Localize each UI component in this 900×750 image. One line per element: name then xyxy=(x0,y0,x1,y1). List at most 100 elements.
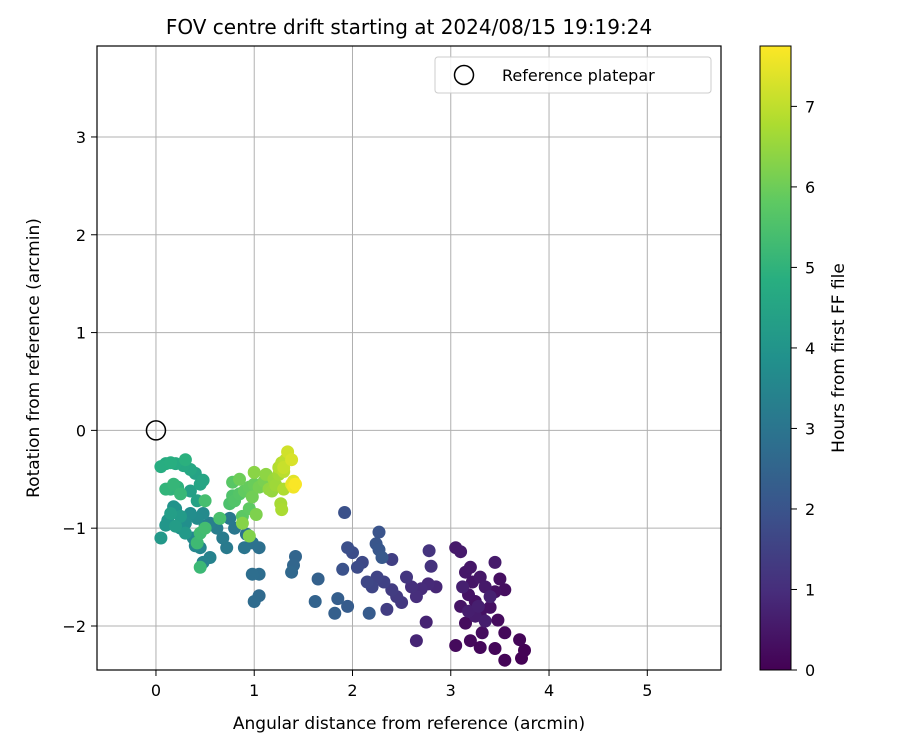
data-point xyxy=(285,565,299,579)
data-point xyxy=(370,570,384,584)
x-tick-label: 2 xyxy=(347,681,357,700)
legend-marker-icon xyxy=(453,64,475,86)
data-point xyxy=(245,567,259,581)
data-point xyxy=(449,639,463,652)
data-point xyxy=(198,494,212,508)
data-point xyxy=(454,545,468,559)
y-tick-label: 2 xyxy=(76,226,86,245)
data-point xyxy=(405,580,418,594)
data-point xyxy=(424,559,438,573)
colorbar-label: Hours from first FF file xyxy=(829,263,849,453)
colorbar-ticks: 0 1 2 3 4 5 6 7 xyxy=(791,97,815,680)
data-point xyxy=(331,592,345,606)
data-point xyxy=(167,477,181,491)
data-point xyxy=(471,599,485,613)
data-point xyxy=(491,613,505,627)
colorbar-tick-label: 2 xyxy=(805,500,815,519)
data-point xyxy=(198,521,212,535)
data-point xyxy=(463,634,477,648)
data-point xyxy=(183,484,197,498)
data-point xyxy=(237,541,251,555)
y-tick-label: −2 xyxy=(62,617,86,636)
data-point xyxy=(289,477,302,491)
data-point xyxy=(409,634,423,648)
y-axis-ticks: −2 −1 0 1 2 3 xyxy=(62,128,97,636)
x-tick-label: 4 xyxy=(544,681,554,700)
data-point xyxy=(483,600,497,614)
colorbar-tick-label: 4 xyxy=(805,339,815,358)
y-tick-label: 0 xyxy=(76,421,86,440)
x-tick-label: 1 xyxy=(249,681,259,700)
data-point xyxy=(213,511,227,525)
data-point xyxy=(341,541,355,555)
data-point xyxy=(154,531,168,545)
data-point xyxy=(275,503,289,517)
data-point xyxy=(338,506,352,519)
data-point xyxy=(174,509,187,523)
data-point xyxy=(235,516,249,530)
data-point xyxy=(362,606,376,620)
data-point xyxy=(488,642,502,655)
data-point xyxy=(247,595,261,608)
data-point xyxy=(498,583,512,597)
data-point xyxy=(164,456,178,470)
y-tick-label: 1 xyxy=(76,324,86,343)
data-points xyxy=(154,445,531,667)
data-point xyxy=(400,570,413,584)
y-tick-label: 3 xyxy=(76,128,86,147)
data-point xyxy=(183,507,197,520)
legend-entry-reference-platepar: Reference platepar xyxy=(502,66,655,85)
legend-box xyxy=(434,56,712,94)
data-point xyxy=(409,590,423,604)
reference-point-marker xyxy=(145,420,167,441)
x-tick-label: 3 xyxy=(446,681,456,700)
x-axis-label: Angular distance from reference (arcmin) xyxy=(233,714,585,734)
colorbar-tick-label: 1 xyxy=(805,580,815,599)
x-axis-ticks: 0 1 2 3 4 5 xyxy=(151,670,652,700)
data-point xyxy=(518,643,531,657)
data-point xyxy=(478,614,492,628)
data-point xyxy=(360,575,374,589)
data-point xyxy=(169,519,183,533)
data-point xyxy=(463,560,477,574)
data-point xyxy=(233,472,246,486)
data-point xyxy=(178,453,192,467)
data-point xyxy=(277,461,291,474)
colorbar-tick-label: 3 xyxy=(805,419,815,438)
colorbar-gradient xyxy=(759,45,792,671)
data-point xyxy=(456,580,470,594)
data-point xyxy=(174,487,187,501)
data-point xyxy=(498,653,512,667)
data-point xyxy=(336,562,350,576)
data-point xyxy=(311,572,325,586)
data-point xyxy=(216,531,230,545)
data-point xyxy=(308,595,322,608)
data-point xyxy=(380,602,394,616)
data-point xyxy=(242,529,256,543)
data-point xyxy=(341,599,355,613)
data-point xyxy=(478,580,492,594)
data-point xyxy=(164,507,178,520)
plot-frame xyxy=(96,45,722,671)
colorbar-tick-label: 0 xyxy=(805,661,815,680)
data-point xyxy=(473,641,487,654)
data-point xyxy=(422,544,436,558)
colorbar-tick-label: 5 xyxy=(805,258,815,277)
data-point xyxy=(196,473,210,487)
data-point xyxy=(154,460,168,474)
y-axis-label: Rotation from reference (arcmin) xyxy=(24,218,44,498)
data-point xyxy=(475,626,489,640)
data-point xyxy=(178,526,192,540)
data-point xyxy=(513,633,527,647)
data-point xyxy=(483,590,497,604)
data-point xyxy=(193,560,207,574)
data-point xyxy=(223,511,237,525)
legend: Reference platepar xyxy=(434,56,712,94)
data-point xyxy=(419,615,433,629)
data-point xyxy=(247,465,261,479)
colorbar-tick-label: 6 xyxy=(805,178,815,197)
data-point xyxy=(245,490,259,504)
x-tick-label: 0 xyxy=(151,681,161,700)
data-point xyxy=(375,551,389,564)
